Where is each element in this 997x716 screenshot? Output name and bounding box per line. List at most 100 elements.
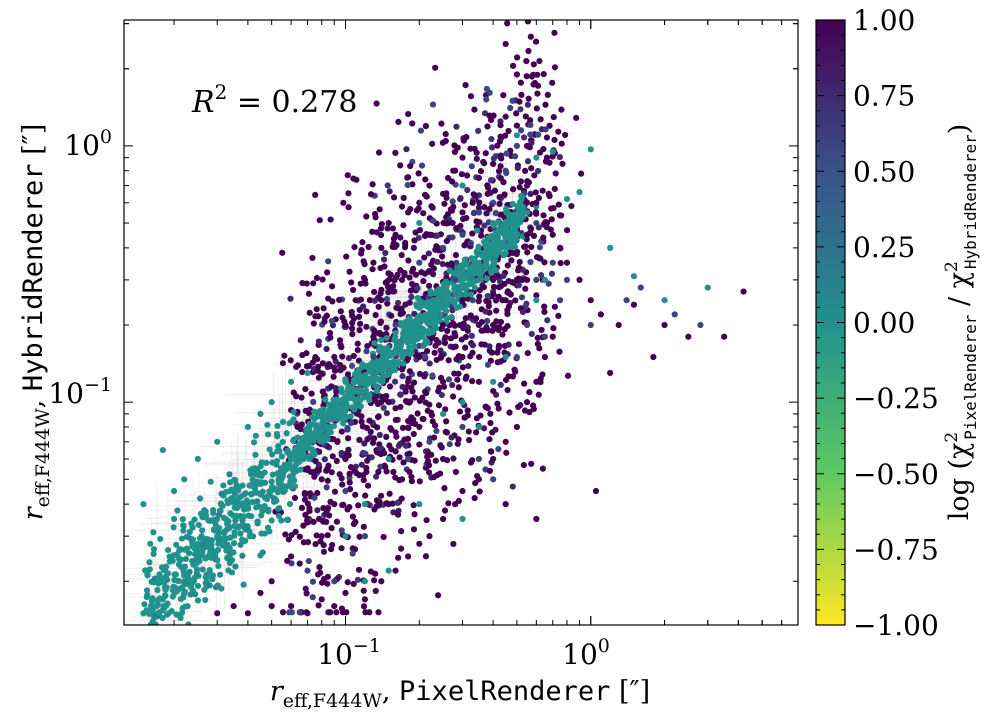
- data-point: [496, 194, 503, 201]
- data-point: [398, 528, 405, 535]
- data-point: [471, 494, 478, 502]
- data-point: [459, 515, 466, 523]
- data-point: [439, 515, 447, 523]
- data-point: [344, 435, 352, 442]
- data-point: [522, 113, 529, 120]
- data-point: [387, 284, 394, 292]
- data-point: [550, 325, 557, 332]
- data-point: [469, 297, 476, 304]
- data-point: [302, 466, 309, 473]
- data-point: [390, 240, 397, 247]
- data-point: [313, 424, 321, 431]
- data-point: [170, 524, 177, 531]
- data-point: [159, 596, 166, 603]
- data-point: [453, 123, 460, 130]
- data-point: [168, 608, 175, 615]
- data-point: [555, 312, 562, 320]
- data-point: [318, 533, 325, 540]
- data-point: [346, 268, 353, 275]
- data-point: [398, 276, 406, 283]
- data-point: [426, 533, 433, 540]
- data-point: [441, 507, 449, 514]
- data-point: [487, 117, 495, 124]
- data-point: [349, 404, 356, 411]
- data-point: [443, 237, 450, 245]
- data-point: [342, 589, 349, 597]
- data-point: [312, 540, 319, 548]
- data-point: [323, 312, 330, 319]
- data-point: [354, 340, 361, 347]
- data-point: [398, 476, 406, 483]
- data-point: [498, 155, 505, 162]
- data-point: [534, 334, 541, 342]
- data-point: [410, 502, 417, 509]
- data-point: [313, 274, 321, 282]
- data-point: [437, 354, 445, 361]
- data-point: [150, 529, 157, 536]
- colorbar-tick-label: −1.00: [853, 609, 939, 642]
- data-point: [399, 366, 406, 373]
- data-point: [468, 332, 475, 339]
- data-point: [462, 291, 469, 298]
- data-point: [155, 609, 163, 616]
- data-point: [373, 100, 380, 107]
- data-point: [344, 506, 351, 513]
- data-point: [534, 131, 542, 138]
- data-point: [331, 602, 338, 610]
- data-point: [384, 182, 391, 189]
- data-point: [279, 360, 286, 367]
- data-point: [533, 254, 541, 261]
- data-point: [478, 341, 485, 348]
- data-point: [290, 408, 297, 416]
- data-point: [449, 381, 456, 389]
- data-point: [527, 121, 534, 129]
- data-point: [420, 210, 427, 217]
- data-point: [141, 601, 148, 608]
- data-point: [363, 308, 370, 315]
- data-point: [421, 353, 428, 360]
- data-point: [369, 266, 376, 273]
- data-point: [350, 379, 357, 386]
- data-point: [318, 596, 325, 603]
- data-point: [439, 321, 447, 329]
- data-point: [386, 490, 393, 497]
- data-point: [474, 277, 481, 284]
- data-point: [244, 423, 251, 431]
- data-point: [425, 469, 433, 476]
- data-point: [550, 114, 557, 121]
- data-point: [294, 362, 302, 369]
- data-point: [380, 372, 387, 379]
- data-point: [249, 498, 256, 506]
- data-point: [181, 572, 188, 579]
- data-point: [436, 384, 443, 391]
- data-point: [484, 184, 492, 191]
- data-point: [338, 475, 345, 482]
- data-point: [443, 288, 451, 295]
- data-point: [279, 418, 287, 426]
- data-point: [287, 553, 295, 560]
- data-point: [486, 436, 493, 443]
- data-point: [300, 450, 307, 457]
- data-point: [525, 47, 532, 55]
- data-point: [153, 602, 160, 610]
- data-point: [257, 479, 264, 486]
- data-point: [449, 198, 456, 205]
- data-point: [359, 239, 366, 246]
- data-point: [573, 114, 580, 122]
- data-point: [462, 344, 469, 351]
- data-point: [301, 436, 309, 443]
- data-point: [340, 501, 347, 508]
- data-point: [333, 457, 340, 465]
- data-point: [375, 303, 382, 310]
- data-point: [385, 371, 393, 378]
- data-point: [650, 353, 657, 361]
- data-point: [375, 149, 383, 156]
- data-point: [447, 297, 454, 304]
- data-point: [308, 390, 315, 397]
- data-point: [423, 348, 431, 355]
- data-point: [504, 262, 511, 269]
- data-point: [473, 429, 480, 436]
- data-point: [275, 476, 282, 483]
- data-point: [449, 234, 456, 241]
- data-point: [233, 481, 240, 489]
